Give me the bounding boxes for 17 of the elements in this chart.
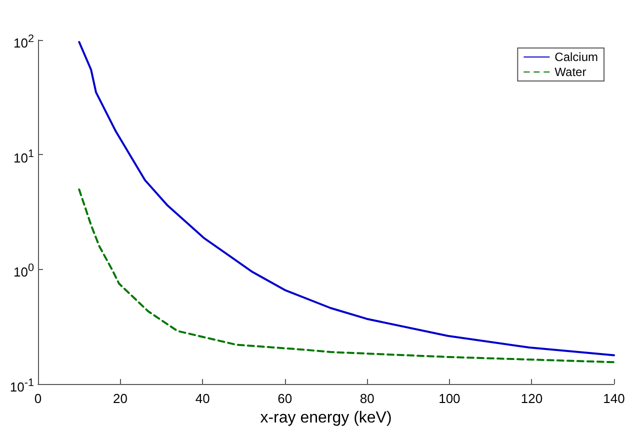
x-tick-label: 60 [278, 391, 292, 406]
x-tick-label: 100 [438, 391, 460, 406]
legend-label: Calcium [554, 50, 598, 64]
y-tick-label: 10$^{1}$ [14, 146, 34, 166]
x-tick-label: 0 [34, 391, 42, 406]
x-tick-label: 20 [113, 391, 128, 406]
y-tick-label: 10$^{-1}$ [10, 376, 34, 396]
line-series [78, 41, 615, 356]
x-tick-label: 40 [195, 391, 210, 406]
x-axis-title: x-ray energy (keV) [260, 409, 392, 426]
x-tick-label: 80 [360, 391, 374, 406]
legend-label: Water [554, 65, 586, 79]
line-series [78, 188, 615, 364]
y-tick-label: 10$^{0}$ [14, 261, 34, 281]
x-tick-label: 140 [603, 391, 625, 406]
y-tick-label: 10$^{2}$ [14, 32, 34, 52]
x-tick-label: 120 [520, 391, 543, 406]
